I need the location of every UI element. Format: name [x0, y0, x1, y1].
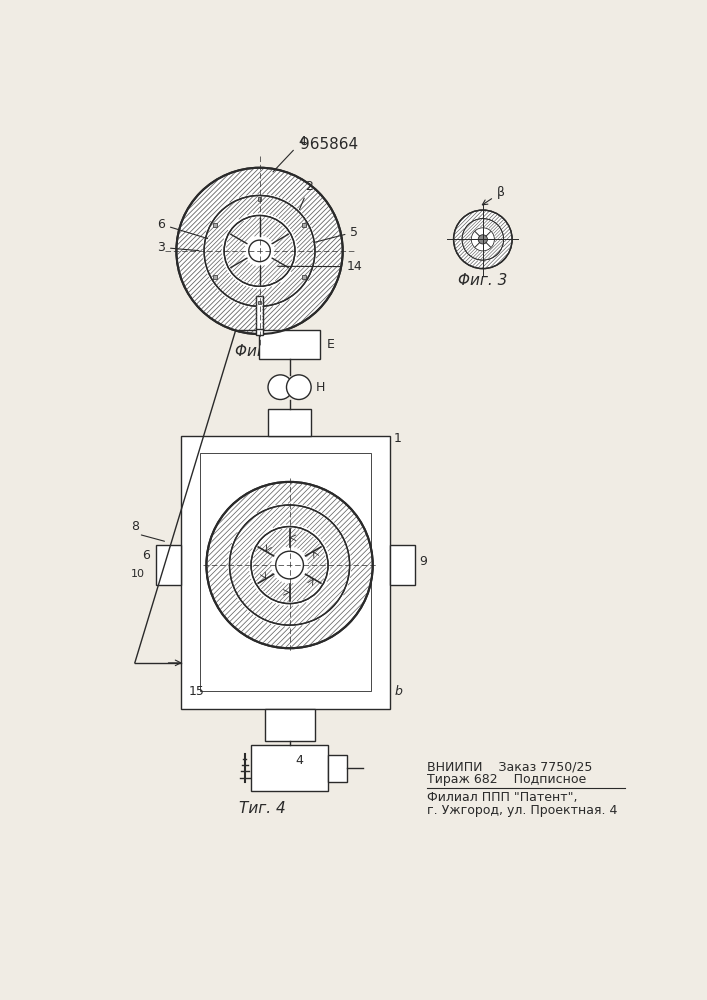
Circle shape [249, 240, 270, 262]
Circle shape [176, 168, 343, 334]
Bar [200, 453, 371, 691]
Text: 2: 2 [300, 180, 313, 210]
Bar [181, 436, 390, 709]
Circle shape [206, 482, 373, 648]
Text: 8: 8 [131, 520, 139, 533]
Text: Филиал ППП "Патент",: Филиал ППП "Патент", [428, 791, 578, 804]
Text: 1: 1 [394, 432, 402, 445]
Circle shape [268, 375, 293, 400]
Circle shape [462, 219, 503, 260]
Circle shape [276, 551, 303, 579]
Bar [256, 296, 264, 330]
Circle shape [454, 210, 512, 269]
Text: Φиг. 3: Φиг. 3 [458, 273, 508, 288]
Text: 6: 6 [143, 549, 151, 562]
Text: Φиг. 2: Φиг. 2 [235, 344, 284, 359]
Text: 9: 9 [419, 555, 427, 568]
Circle shape [286, 375, 311, 400]
Bar [213, 275, 217, 279]
Text: H: H [316, 381, 325, 394]
Bar [390, 545, 415, 585]
Bar [303, 223, 306, 227]
Text: 2: 2 [361, 536, 368, 549]
Text: b: b [293, 492, 300, 502]
Text: Тираж 682    Подписное: Тираж 682 Подписное [428, 773, 587, 786]
Text: n: n [285, 503, 292, 513]
Text: b: b [395, 685, 402, 698]
Bar [256, 329, 264, 335]
Bar [257, 301, 262, 304]
Text: p: p [351, 553, 358, 563]
Circle shape [251, 527, 328, 604]
Bar [303, 275, 306, 279]
Bar [328, 755, 347, 782]
Text: E: E [327, 338, 334, 351]
Text: a: a [276, 492, 283, 502]
Text: 5: 5 [314, 226, 358, 243]
Text: β: β [482, 186, 505, 205]
Bar [213, 223, 217, 227]
Text: 14: 14 [278, 260, 362, 273]
Text: г. Ужгород, ул. Проектная. 4: г. Ужгород, ул. Проектная. 4 [428, 804, 618, 817]
Text: 3: 3 [157, 241, 199, 254]
Text: 3: 3 [334, 578, 342, 591]
Text: 965864: 965864 [300, 137, 358, 152]
Circle shape [478, 235, 487, 244]
Text: 15: 15 [189, 685, 204, 698]
Text: ВНИИПИ    Заказ 7750/25: ВНИИПИ Заказ 7750/25 [428, 760, 592, 773]
Text: 6: 6 [157, 218, 208, 239]
Circle shape [472, 228, 494, 251]
Circle shape [230, 505, 350, 625]
Circle shape [224, 215, 295, 286]
Bar [264, 709, 315, 741]
Circle shape [204, 195, 315, 306]
Text: Τиг. 4: Τиг. 4 [239, 801, 286, 816]
Bar [259, 330, 320, 359]
Text: 4: 4 [273, 135, 306, 172]
Bar [251, 745, 328, 791]
Text: 4: 4 [296, 754, 303, 767]
Text: 10: 10 [131, 569, 145, 579]
Bar [269, 409, 311, 436]
Bar [156, 545, 181, 585]
Bar [257, 197, 262, 201]
